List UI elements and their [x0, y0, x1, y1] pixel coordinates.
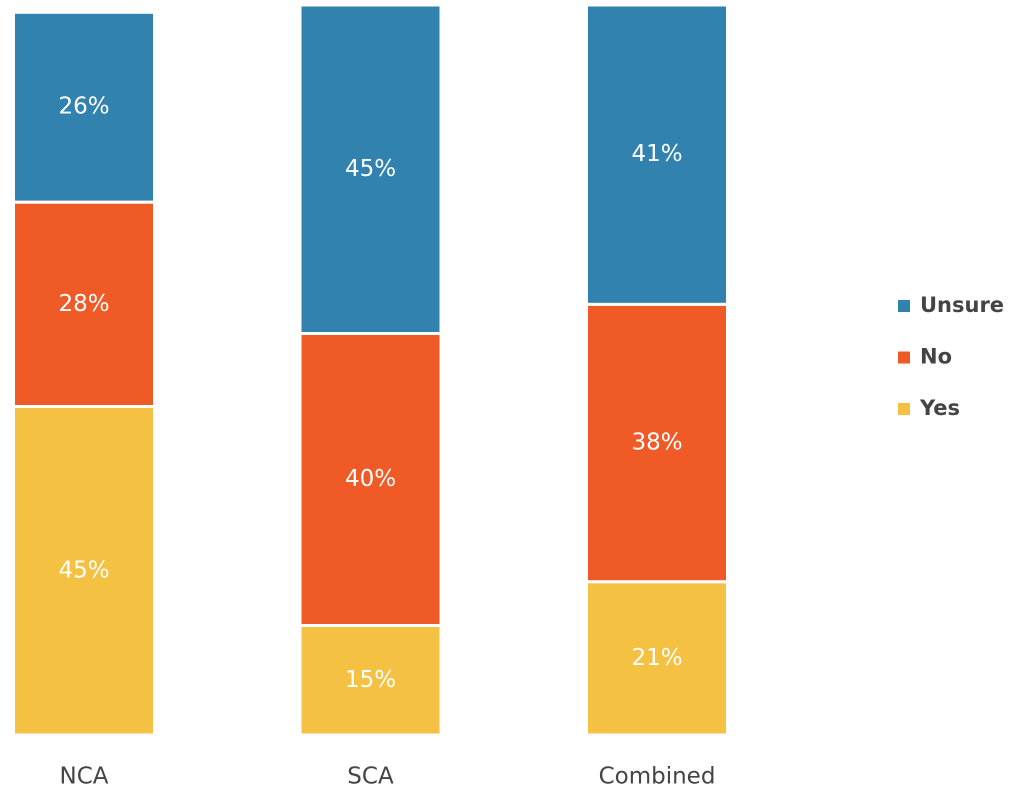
data-label: 40% [345, 466, 396, 492]
bar-segment [585, 580, 729, 737]
legend-swatch [898, 351, 910, 364]
legend-label: No [920, 345, 952, 369]
bar-segment [12, 405, 156, 737]
data-label: 15% [345, 667, 396, 693]
legend-label: Yes [919, 396, 960, 420]
legend-swatch [898, 300, 910, 312]
data-label: 21% [631, 645, 682, 671]
legend-label: Unsure [920, 293, 1004, 317]
data-label: 45% [345, 156, 396, 182]
bar-segment [298, 3, 443, 335]
data-label: 38% [631, 430, 682, 456]
x-tick-label: SCA [347, 764, 394, 790]
data-label: 26% [58, 94, 109, 120]
data-label: 28% [58, 291, 109, 317]
x-tick-label: Combined [599, 764, 716, 790]
bar-segment [298, 332, 443, 627]
bar-segment [12, 10, 156, 204]
legend-swatch [898, 403, 910, 415]
bar-segment [12, 200, 156, 408]
x-tick-label: NCA [60, 764, 109, 790]
data-label: 41% [631, 141, 682, 167]
bar-segment [585, 302, 729, 584]
data-label: 45% [58, 557, 109, 583]
bar-segment [585, 3, 729, 306]
bar-segment [298, 624, 443, 737]
